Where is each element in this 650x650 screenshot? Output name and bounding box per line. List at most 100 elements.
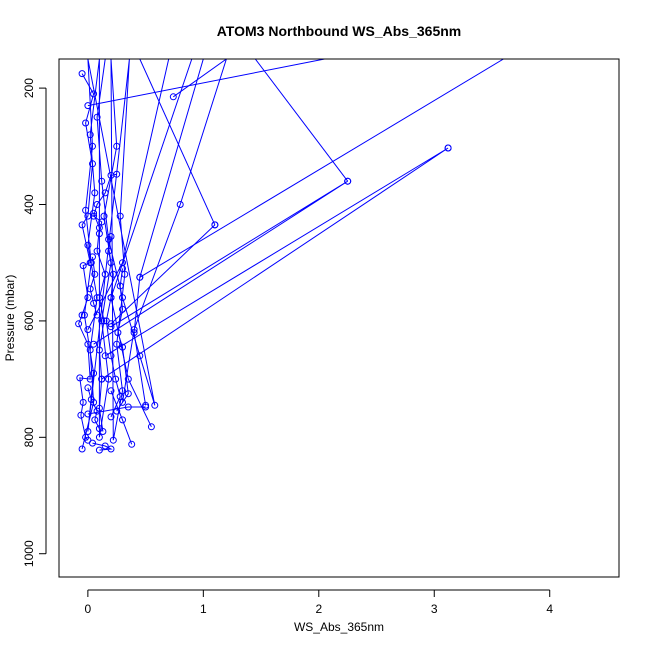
data-point	[90, 299, 98, 307]
data-point	[100, 317, 108, 325]
series-line	[93, 180, 348, 345]
data-point	[89, 253, 96, 261]
data-point	[91, 189, 99, 197]
x-tick-label: 0	[85, 602, 92, 616]
series-line	[122, 59, 227, 403]
data-point	[90, 209, 98, 217]
series-line	[105, 236, 121, 418]
data-point	[101, 270, 109, 278]
data-point	[124, 390, 132, 398]
series-line	[101, 147, 449, 380]
series-line	[110, 390, 133, 445]
y-tick-label: 1000	[22, 540, 36, 567]
data-point	[89, 439, 96, 447]
data-point	[79, 262, 87, 270]
data-point	[121, 270, 129, 278]
chart-title: ATOM3 Northbound WS_Abs_365nm	[217, 23, 462, 39]
y-axis-label: Pressure (mbar)	[3, 275, 17, 362]
data-point	[116, 282, 124, 290]
data-point	[169, 93, 177, 101]
series-line	[139, 59, 504, 278]
x-tick-label: 2	[315, 602, 322, 616]
data-point	[124, 403, 132, 411]
data-point	[105, 375, 113, 383]
data-point	[93, 407, 101, 415]
data-point	[101, 442, 109, 450]
data-point	[136, 273, 144, 281]
data-point	[78, 221, 86, 229]
plot-frame	[58, 58, 620, 578]
data-point	[84, 384, 92, 392]
data-point	[116, 212, 124, 220]
data-point	[93, 294, 101, 302]
data-point	[77, 411, 85, 419]
data-point	[78, 70, 86, 78]
data-point	[119, 416, 126, 424]
data-point	[86, 375, 94, 383]
data-point	[78, 445, 86, 453]
y-tick-label: 600	[22, 311, 36, 331]
y-tick-label: 800	[22, 427, 36, 447]
data-point	[91, 270, 99, 278]
data-point	[95, 294, 103, 302]
data-point	[109, 436, 117, 444]
data-point	[86, 285, 94, 293]
data-point	[107, 294, 115, 302]
data-point	[114, 329, 122, 337]
series-line	[93, 213, 106, 432]
data-point	[102, 317, 110, 325]
data-point	[112, 375, 120, 383]
series-line	[133, 59, 204, 406]
data-point	[82, 119, 90, 127]
data-point	[116, 393, 124, 401]
data-point	[95, 230, 103, 238]
data-point	[82, 206, 90, 214]
data-point	[84, 326, 92, 334]
x-tick-label: 4	[546, 602, 553, 616]
data-point	[176, 201, 184, 208]
data-point	[84, 428, 92, 435]
data-point	[107, 233, 115, 240]
x-tick-label: 3	[431, 602, 438, 616]
data-point	[130, 329, 138, 337]
series-line	[89, 256, 98, 316]
data-point	[142, 403, 150, 411]
data-point	[86, 346, 94, 354]
data-point	[128, 440, 136, 448]
data-point	[130, 326, 138, 334]
data-point	[93, 201, 101, 208]
data-point	[107, 445, 115, 453]
data-point	[211, 221, 219, 229]
data-point	[136, 352, 144, 360]
data-point	[113, 407, 121, 415]
data-point	[113, 142, 121, 150]
data-point	[79, 398, 87, 406]
series-line	[87, 406, 146, 415]
x-axis: 0 1 2 3 4	[85, 589, 553, 616]
data-point	[76, 374, 84, 382]
y-tick-label: 400	[22, 194, 36, 214]
data-point	[119, 387, 126, 395]
data-point	[89, 160, 96, 168]
series-line	[139, 59, 216, 226]
data-point	[89, 142, 96, 150]
data-point	[119, 398, 126, 406]
data-point	[95, 433, 103, 441]
data-point	[119, 265, 126, 272]
data-point	[113, 170, 121, 178]
data-point	[95, 425, 103, 433]
data-point	[101, 189, 109, 197]
series-line	[87, 59, 170, 330]
data-point	[84, 294, 92, 302]
data-point	[107, 387, 115, 395]
data-point	[84, 340, 92, 348]
data-point	[444, 144, 452, 152]
data-point	[124, 375, 132, 383]
data-point	[119, 305, 126, 313]
data-point	[107, 323, 115, 331]
data-point	[95, 446, 103, 454]
data-point	[93, 311, 101, 319]
data-point	[100, 212, 108, 220]
data-point	[105, 247, 113, 255]
